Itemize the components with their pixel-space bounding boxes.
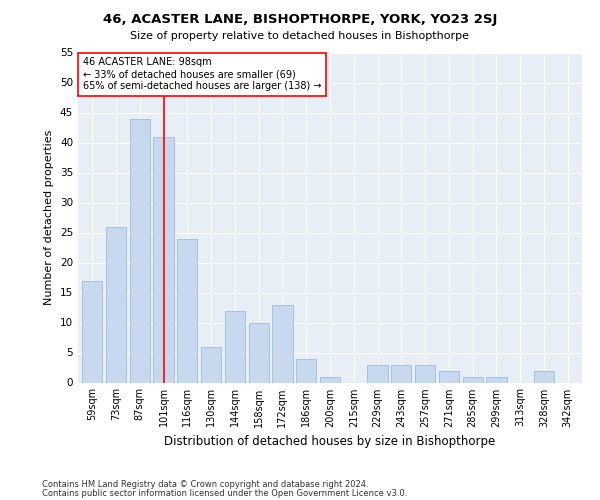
Bar [201,346,221,382]
Text: Size of property relative to detached houses in Bishopthorpe: Size of property relative to detached ho… [131,31,470,41]
Bar [82,280,103,382]
Text: 46 ACASTER LANE: 98sqm
← 33% of detached houses are smaller (69)
65% of semi-det: 46 ACASTER LANE: 98sqm ← 33% of detached… [83,58,322,90]
Bar [177,238,197,382]
Bar [463,376,483,382]
Text: 46, ACASTER LANE, BISHOPTHORPE, YORK, YO23 2SJ: 46, ACASTER LANE, BISHOPTHORPE, YORK, YO… [103,12,497,26]
Bar [272,304,293,382]
Y-axis label: Number of detached properties: Number of detached properties [44,130,55,305]
X-axis label: Distribution of detached houses by size in Bishopthorpe: Distribution of detached houses by size … [164,435,496,448]
Bar [391,364,412,382]
Bar [367,364,388,382]
Bar [248,322,269,382]
Bar [415,364,435,382]
Bar [439,370,459,382]
Text: Contains HM Land Registry data © Crown copyright and database right 2024.: Contains HM Land Registry data © Crown c… [42,480,368,489]
Text: Contains public sector information licensed under the Open Government Licence v3: Contains public sector information licen… [42,488,407,498]
Bar [154,136,173,382]
Bar [534,370,554,382]
Bar [487,376,506,382]
Bar [320,376,340,382]
Bar [106,226,126,382]
Bar [296,358,316,382]
Bar [225,310,245,382]
Bar [130,118,150,382]
